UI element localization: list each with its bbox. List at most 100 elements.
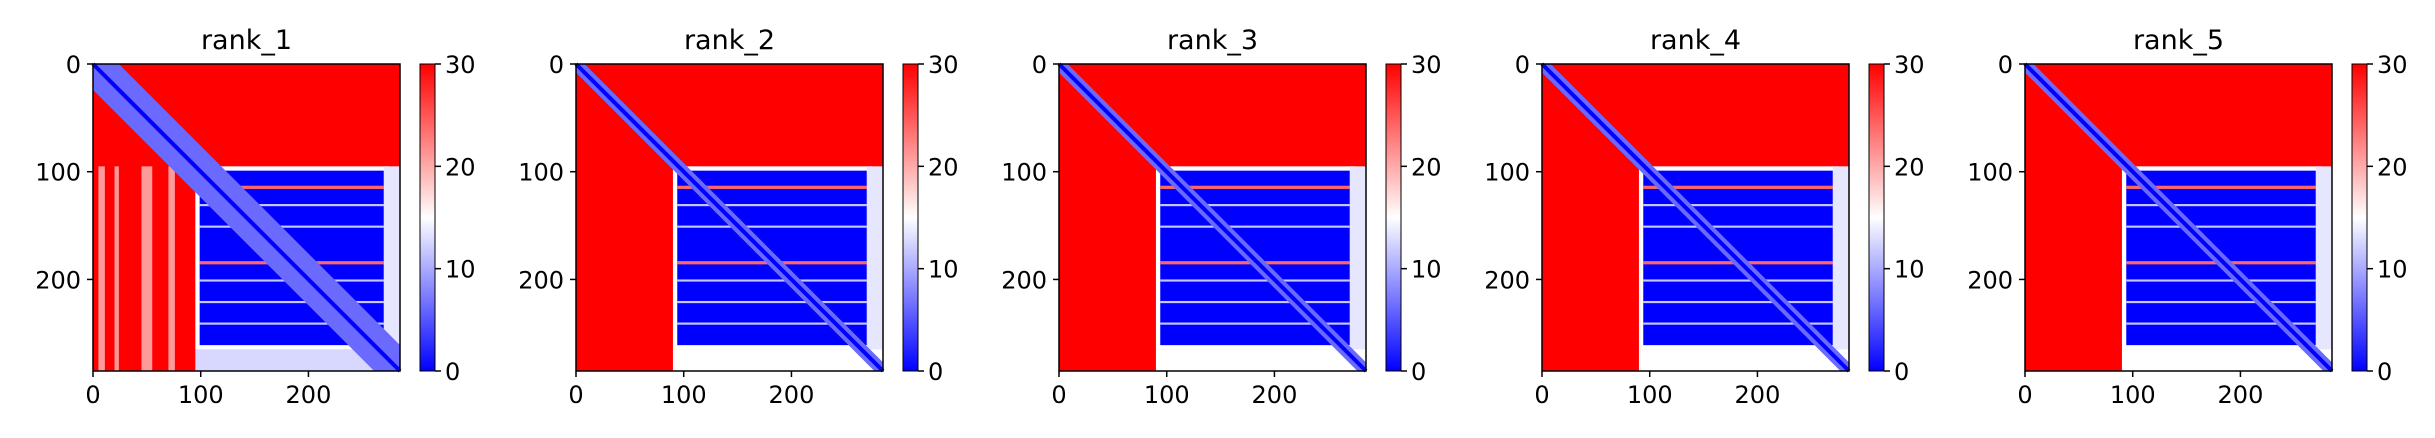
- diagonal-line: [2023, 62, 2334, 373]
- domain-stripe: [677, 204, 867, 207]
- colorbar-tick-label: 0: [928, 358, 943, 386]
- y-tick-label: 200: [518, 266, 564, 294]
- heatmap: [91, 62, 402, 373]
- bottom-band: [1155, 349, 1366, 371]
- domain-stripe: [199, 300, 384, 304]
- bottom-band: [672, 349, 883, 371]
- colorbar-tick-label: 10: [445, 256, 476, 284]
- domain-stripe: [677, 185, 867, 189]
- heatmap: [1540, 62, 1851, 373]
- subplot-rank_4: rank_4 0 100 200 0 100 200 0 10 20 30: [1484, 25, 1924, 409]
- colorbar-tick-label: 10: [928, 256, 959, 284]
- colorbar-tick-label: 30: [1411, 51, 1442, 79]
- edge-band: [383, 166, 400, 371]
- axes-frame: [1541, 63, 1850, 372]
- y-tick-label: 100: [518, 159, 564, 187]
- colorbar-tick-label: 30: [1894, 51, 1925, 79]
- y-tick-label: 200: [35, 266, 81, 294]
- y-tick-label: 0: [1032, 51, 1047, 79]
- x-tick-label: 100: [1144, 381, 1190, 409]
- pale-stripe: [114, 166, 119, 371]
- y-tick-label: 100: [35, 159, 81, 187]
- edge-band: [1832, 166, 1849, 371]
- x-tick-label: 200: [2218, 381, 2264, 409]
- domain-stripe: [1160, 279, 1350, 282]
- y-tick-label: 100: [1484, 159, 1530, 187]
- diagonal-line: [574, 62, 885, 373]
- axes-frame: [1058, 63, 1367, 372]
- domain-stripe: [2126, 225, 2316, 228]
- colorbar-tick-label: 0: [445, 358, 460, 386]
- colorbar-tick-label: 0: [2377, 358, 2392, 386]
- bottom-band: [2121, 349, 2332, 371]
- domain-stripe: [2126, 204, 2316, 207]
- diagonal-line: [91, 62, 402, 373]
- diagonal-line: [1057, 62, 1368, 373]
- y-tick-label: 0: [1998, 51, 2013, 79]
- colorbar-tick-label: 20: [445, 153, 476, 181]
- subplot-rank_3: rank_3 0 100 200 0 100 200 0 10 20 30: [1001, 25, 1441, 409]
- edge-band: [2315, 166, 2332, 371]
- colorbar-tick-label: 20: [2377, 153, 2408, 181]
- colorbar-tick-label: 20: [1894, 153, 1925, 181]
- domain-stripe: [1643, 185, 1833, 189]
- x-tick-label: 100: [1627, 381, 1673, 409]
- colorbar-tick-label: 20: [1411, 153, 1442, 181]
- colorbar-tick-label: 10: [1411, 256, 1442, 284]
- domain-stripe: [199, 322, 384, 325]
- pale-stripe: [98, 166, 105, 371]
- y-tick-label: 0: [549, 51, 564, 79]
- subplot-rank_2: rank_2 0 100 200 0 100 200 0 10 20 30: [518, 25, 958, 409]
- colorbar-tick-label: 0: [1411, 358, 1426, 386]
- x-tick-label: 100: [661, 381, 707, 409]
- domain-stripe: [1643, 279, 1833, 282]
- x-tick-label: 200: [1252, 381, 1298, 409]
- domain-stripe: [677, 300, 867, 304]
- x-tick-label: 200: [1735, 381, 1781, 409]
- subplot-title: rank_3: [1167, 25, 1258, 56]
- domain-stripe: [677, 322, 867, 325]
- domain-stripe: [2126, 279, 2316, 282]
- domain-stripe: [677, 225, 867, 228]
- y-tick-label: 200: [1001, 266, 1047, 294]
- y-tick-label: 100: [1001, 159, 1047, 187]
- colorbar-tick-label: 0: [1894, 358, 1909, 386]
- axes-frame: [92, 63, 401, 372]
- x-tick-label: 0: [1051, 381, 1066, 409]
- colorbar: [902, 63, 919, 372]
- domain-stripe: [1643, 322, 1833, 325]
- colorbar: [419, 63, 436, 372]
- x-tick-label: 0: [1534, 381, 1549, 409]
- domain-stripe: [1160, 185, 1350, 189]
- domain-stripe: [199, 225, 384, 228]
- x-tick-label: 200: [286, 381, 332, 409]
- colorbar: [2351, 63, 2368, 372]
- x-tick-label: 0: [568, 381, 583, 409]
- domain-stripe: [199, 204, 384, 207]
- colorbar-tick-label: 30: [445, 51, 476, 79]
- bottom-band: [1638, 349, 1849, 371]
- colorbar-tick-label: 10: [2377, 256, 2408, 284]
- subplot-title: rank_4: [1650, 25, 1741, 56]
- bottom-band: [195, 349, 400, 371]
- pale-stripe: [168, 166, 175, 371]
- subplot-title: rank_1: [201, 25, 292, 56]
- subplot-rank_5: rank_5 0 100 200 0 100 200 0 10 20 30: [1967, 25, 2407, 409]
- x-tick-label: 100: [178, 381, 224, 409]
- domain-stripe: [1643, 300, 1833, 304]
- domain-stripe: [1643, 204, 1833, 207]
- diagonal-line: [1540, 62, 1851, 373]
- domain-stripe: [1160, 204, 1350, 207]
- x-tick-label: 0: [85, 381, 100, 409]
- colorbar-tick-label: 30: [928, 51, 959, 79]
- edge-band: [1349, 166, 1366, 371]
- domain-stripe: [1160, 322, 1350, 325]
- y-tick-label: 200: [1967, 266, 2013, 294]
- colorbar-tick-label: 20: [928, 153, 959, 181]
- y-tick-label: 0: [66, 51, 81, 79]
- colorbar: [1385, 63, 1402, 372]
- domain-stripe: [2126, 185, 2316, 189]
- x-tick-label: 200: [769, 381, 815, 409]
- y-tick-label: 0: [1515, 51, 1530, 79]
